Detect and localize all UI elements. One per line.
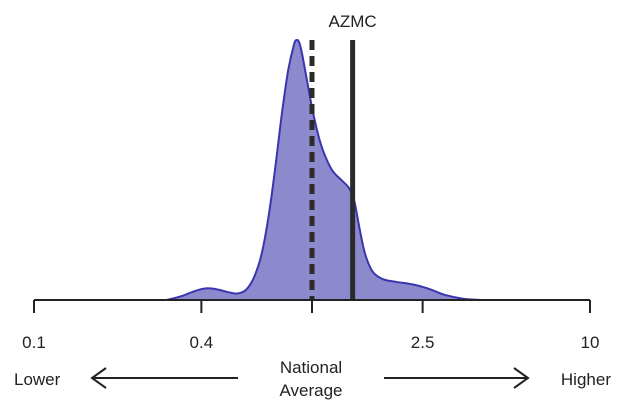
density-area [166, 39, 483, 300]
x-axis-ticks: 0.1 0.4 2.5 10 [22, 300, 599, 352]
left-arrow [90, 367, 238, 389]
density-outline [166, 38, 483, 301]
x-tick-label: 0.4 [190, 333, 214, 352]
national-label: National [280, 358, 342, 377]
left-arrow-head [90, 367, 107, 389]
average-label: Average [279, 381, 342, 400]
higher-label: Higher [561, 370, 611, 389]
lower-label: Lower [14, 370, 61, 389]
x-tick-label: 2.5 [411, 333, 435, 352]
reference-lines: AZMC [309, 12, 377, 300]
x-tick-label: 10 [581, 333, 600, 352]
x-tick-label: 0.1 [22, 333, 46, 352]
right-arrow [384, 367, 530, 389]
right-arrow-head [513, 367, 530, 389]
azmc-label: AZMC [329, 12, 377, 31]
